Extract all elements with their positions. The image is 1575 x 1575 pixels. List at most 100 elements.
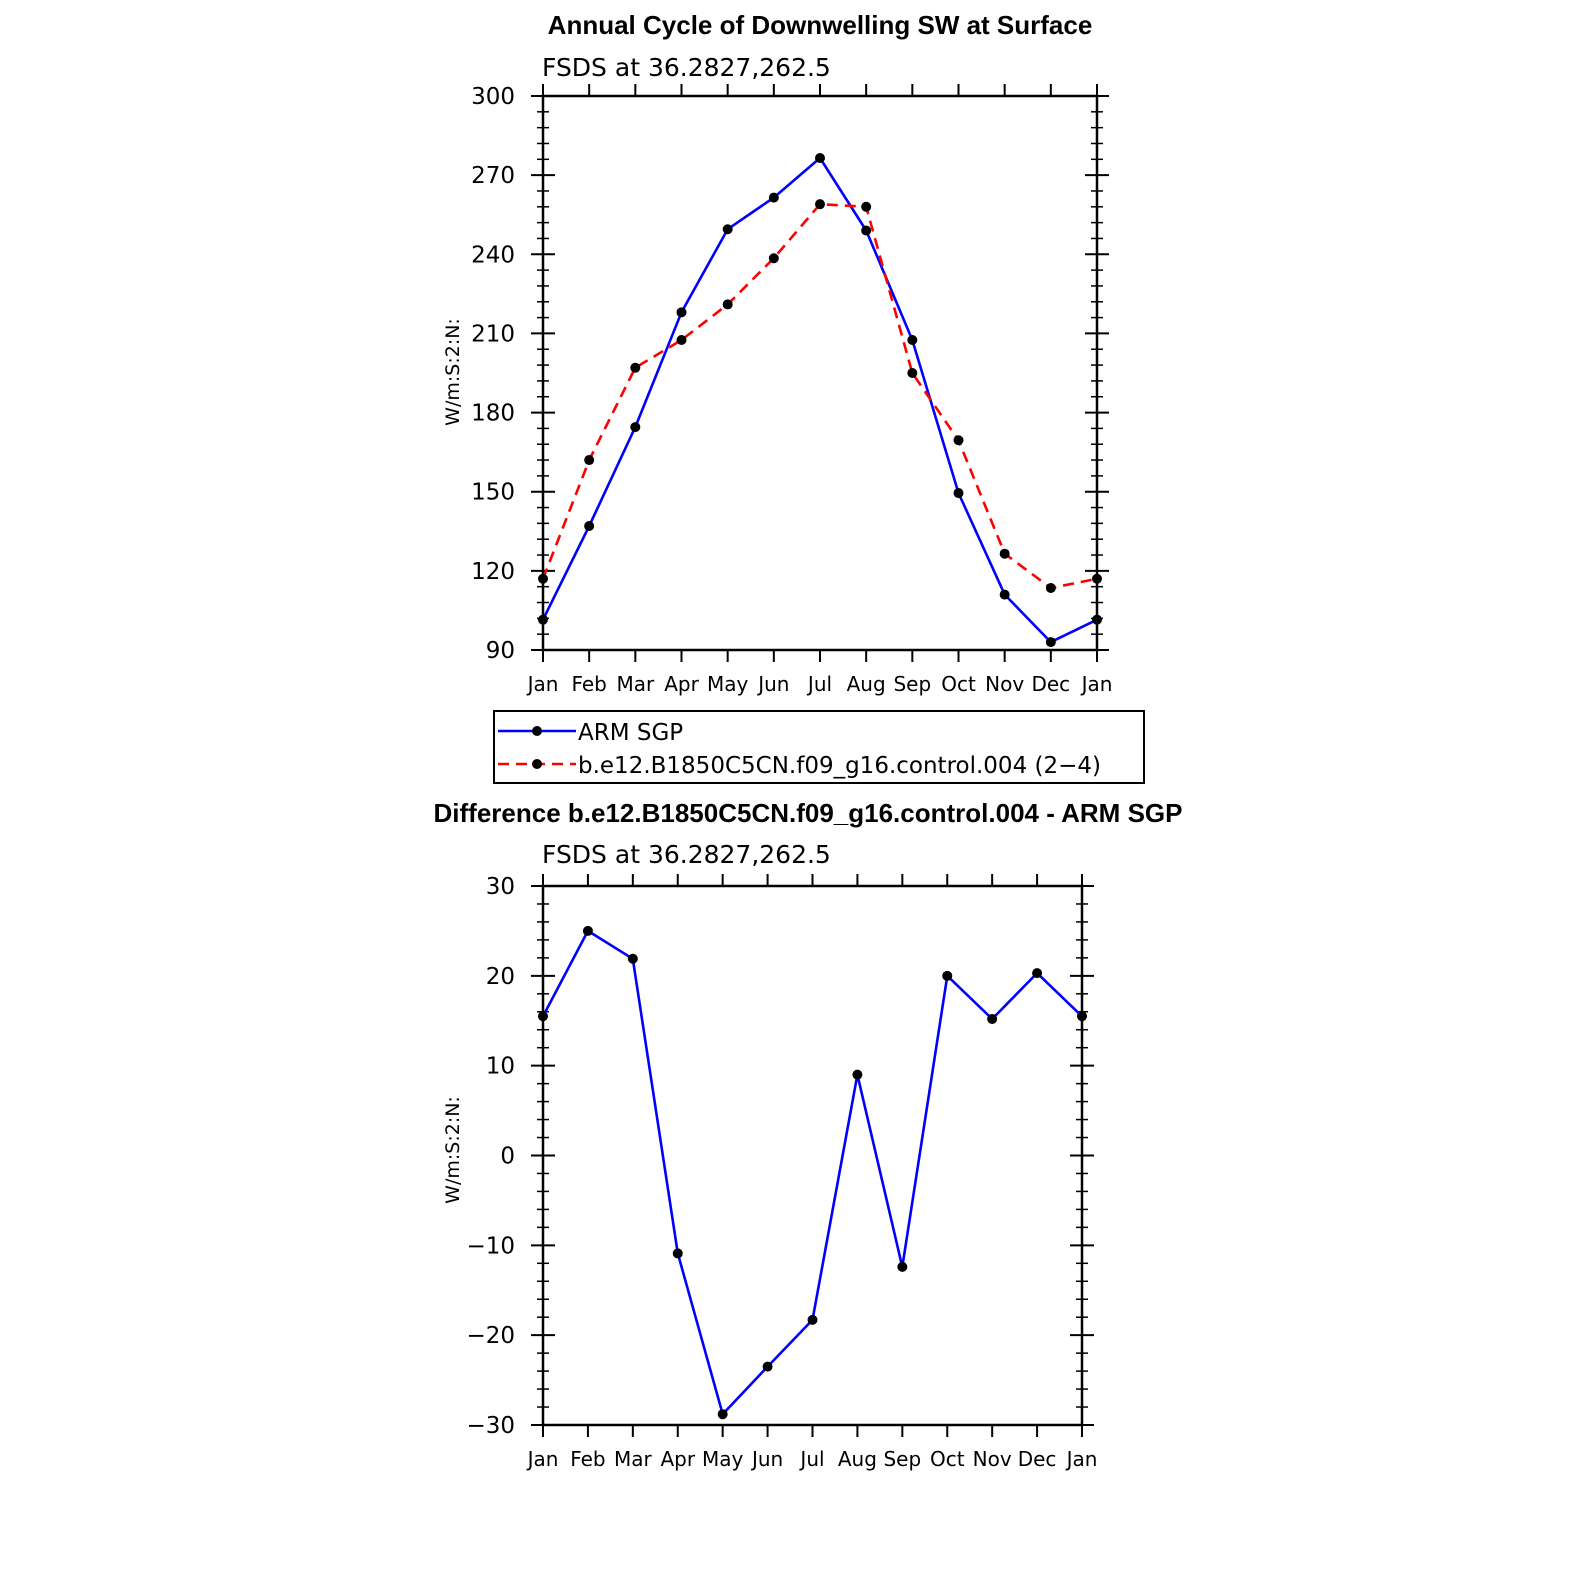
chart1-x-tick-label: Oct — [941, 672, 976, 696]
chart2-x-tick-label: Jun — [750, 1447, 783, 1471]
chart1-series-2-point — [630, 362, 641, 373]
chart1-y-tick-label: 120 — [471, 559, 515, 585]
chart2-x-tick-label: Aug — [838, 1447, 877, 1471]
chart1-series-2-point — [1045, 583, 1056, 594]
chart1-series-1-line — [541, 156, 1098, 644]
chart2-series-1-point — [897, 1261, 908, 1272]
chart2-x-tick-label: Oct — [930, 1447, 965, 1471]
chart2-series-1-point — [807, 1314, 818, 1325]
chart1-x-tick-label: Sep — [893, 672, 931, 696]
chart1-x-tick-label: Jun — [756, 672, 789, 696]
chart1-series-2-point — [1092, 573, 1102, 584]
chart2-x-tick-label: May — [702, 1447, 744, 1471]
chart1-series-1-point — [722, 224, 733, 235]
chart2-y-tick-label: −10 — [466, 1233, 515, 1259]
chart2-x-tick-label: Nov — [973, 1447, 1012, 1471]
chart1-series-2-point — [676, 335, 687, 346]
chart1-frame — [541, 94, 1099, 652]
chart1-y-tick-label: 90 — [486, 638, 515, 664]
chart1-series-1-point — [630, 422, 641, 433]
chart2-y-tick-label: 20 — [486, 964, 515, 990]
chart2-series-1-line — [541, 929, 1083, 1416]
chart1-y-tick-label: 150 — [471, 480, 515, 506]
chart2-x-tick-label: Dec — [1018, 1447, 1057, 1471]
chart2-x-tick-label: Jul — [798, 1447, 824, 1471]
chart2-series-1-point — [942, 970, 953, 981]
chart1-x-tick-label: Nov — [985, 672, 1024, 696]
chart2-ylabel: W/m:S:2:N: — [442, 1096, 464, 1204]
chart2-series-1-point — [852, 1069, 863, 1080]
chart2-x-tick-label: Feb — [570, 1447, 605, 1471]
chart1-y-tick-label: 270 — [471, 163, 515, 189]
chart1-series-2-point — [722, 299, 733, 310]
chart2-series-1-point — [1032, 968, 1043, 979]
legend-label-series-1: ARM SGP — [578, 720, 683, 746]
chart1-series-1-point — [768, 192, 779, 203]
chart1-subtitle: FSDS at 36.2827,262.5 — [542, 53, 831, 82]
chart1-series-1-point — [1092, 614, 1102, 625]
chart1-series-2-point — [584, 455, 595, 466]
chart1-x-tick-label: Aug — [847, 672, 886, 696]
chart1-series-2-point — [953, 435, 964, 446]
legend-frame — [493, 710, 1145, 784]
chart2-x-tick-label: Sep — [883, 1447, 921, 1471]
chart1-series-2-point — [815, 199, 825, 210]
chart1-plot-area: Jan Feb Mar Apr May Jun Jul Aug Sep Oct Nov Dec Jan 9… — [471, 84, 1112, 696]
chart1-series-1-point — [584, 521, 595, 532]
chart1-series-1-point — [676, 307, 687, 318]
chart1-x-tick-label: Feb — [571, 672, 606, 696]
chart1-title: Annual Cycle of Downwelling SW at Surfac… — [548, 10, 1093, 40]
chart1-series-1-point — [999, 589, 1010, 600]
chart1-x-tick-label: Jul — [806, 672, 832, 696]
chart2-x-tick-label: Jan — [1065, 1447, 1098, 1471]
chart2-series-1-point — [538, 1011, 548, 1022]
chart2-series-1-point — [762, 1361, 773, 1372]
chart2-y-tick-label: −20 — [466, 1323, 515, 1349]
chart2-plot-area: Jan Feb Mar Apr May Jun Jul Aug Sep Oct Nov Dec Jan−… — [466, 874, 1097, 1471]
chart2-x-tick-label: Jan — [526, 1447, 559, 1471]
chart1-series-1-point — [538, 614, 548, 625]
chart1-y-tick-label: 180 — [471, 401, 515, 427]
chart1-x-tick-label: Dec — [1031, 672, 1070, 696]
chart2-series-1-point — [582, 925, 593, 936]
chart1-series-2-point — [907, 368, 918, 378]
chart2-series-1-point — [987, 1013, 998, 1024]
chart2-series-1-point — [627, 953, 638, 964]
chart1-series-2-point — [768, 253, 779, 264]
chart1-series-1-point — [861, 225, 872, 236]
chart2-y-tick-label: 10 — [486, 1054, 515, 1080]
chart1-x-tick-label: Jan — [526, 672, 559, 696]
chart2-x-tick-label: Apr — [660, 1447, 695, 1471]
chart1-y-tick-label: 300 — [471, 84, 515, 110]
chart1-x-tick-label: Mar — [616, 672, 655, 696]
chart1-ylabel: W/m:S:2:N: — [442, 318, 464, 426]
chart2-series-1-point — [672, 1248, 683, 1259]
chart1-y-tick-label: 210 — [471, 321, 515, 347]
chart1-series-1-point — [1045, 637, 1056, 648]
chart1-series-1-point — [815, 152, 825, 163]
chart1-x-tick-label: Apr — [664, 672, 699, 696]
chart1-x-tick-label: May — [707, 672, 749, 696]
chart1-series-1-point — [907, 335, 918, 346]
chart1-legend: ARM SGP b.e12.B1850C5CN.f09_g16.control.… — [493, 710, 1145, 784]
chart2-y-tick-label: −30 — [466, 1413, 515, 1439]
chart2-frame — [541, 884, 1084, 1427]
chart2-title: Difference b.e12.B1850C5CN.f09_g16.contr… — [434, 798, 1183, 828]
chart1-y-tick-label: 240 — [471, 242, 515, 268]
chart2-y-tick-label: 0 — [500, 1144, 515, 1170]
chart2-y-tick-label: 30 — [486, 874, 515, 900]
chart2-x-tick-label: Mar — [614, 1447, 653, 1471]
chart2-series-1-point — [1077, 1011, 1087, 1022]
chart1-series-1-point — [953, 488, 964, 499]
chart1-series-2-point — [999, 548, 1010, 559]
chart2-series-1-point — [717, 1409, 728, 1420]
chart1-series-2-point — [538, 573, 548, 584]
chart1-series-2-line — [541, 202, 1098, 590]
legend-marker-series-2 — [532, 759, 542, 769]
legend-label-series-2: b.e12.B1850C5CN.f09_g16.control.004 (2−4… — [578, 753, 1101, 779]
chart1-series-2-point — [861, 201, 872, 212]
legend-marker-series-1 — [532, 726, 542, 736]
chart1-x-tick-label: Jan — [1080, 672, 1113, 696]
chart2-subtitle: FSDS at 36.2827,262.5 — [542, 840, 831, 869]
